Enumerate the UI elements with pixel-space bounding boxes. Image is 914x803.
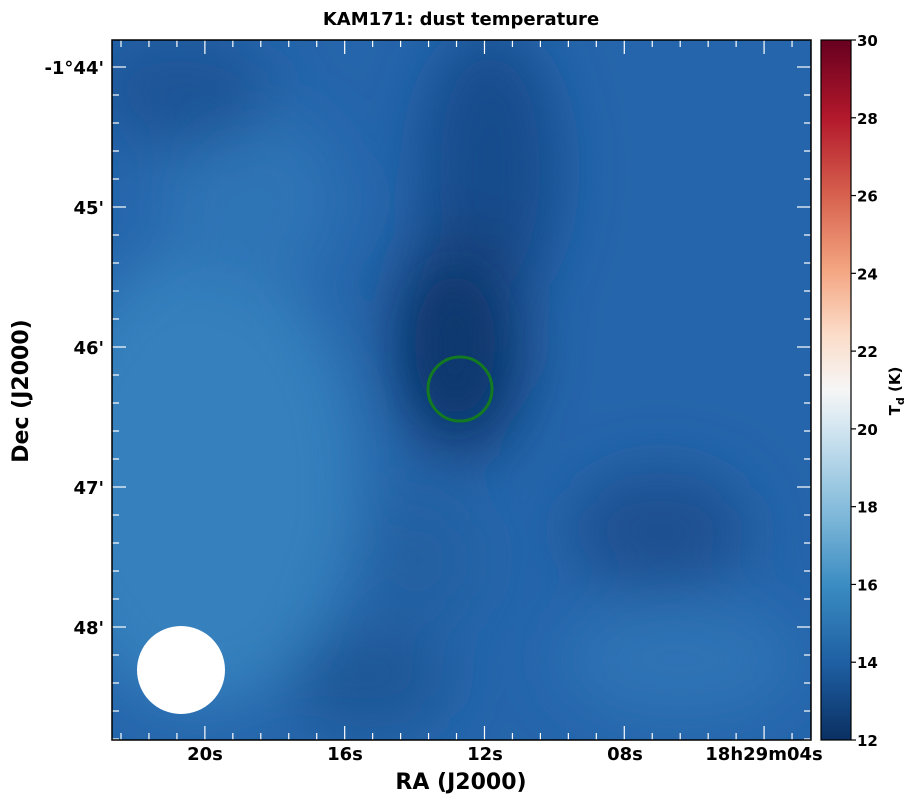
x-tick-label: 18h29m04s [705,744,822,765]
y-tick-label: 45' [73,198,104,219]
y-tick-label: 47' [73,478,104,499]
y-tick-label: 46' [73,338,104,359]
plot-frame [111,39,812,741]
temperature-core [415,275,495,415]
colorbar-tick-label: 28 [857,110,878,128]
colorbar-tick-label: 18 [857,499,878,517]
colorbar-tick-label: 22 [857,343,878,361]
x-tick-label: 12s [467,744,503,765]
colorbar [820,39,852,741]
axis-ticks [112,40,811,740]
chart-title: KAM171: dust temperature [323,9,599,30]
y-tick-label: 48' [73,618,104,639]
colorbar-label-main: T [886,404,904,415]
beam-circle [137,626,225,714]
temperature-structure [112,40,800,730]
source-marker-circle [426,355,494,423]
colorbar-label: Td (K) [886,367,907,416]
x-tick-label: 20s [187,744,223,765]
y-axis-label: Dec (J2000) [9,319,34,462]
x-axis-label: RA (J2000) [395,770,526,795]
colorbar-tick-label: 30 [857,32,878,50]
colorbar-tick-label: 14 [857,654,878,672]
colorbar-tick-label: 16 [857,576,878,594]
x-tick-label: 08s [607,744,643,765]
colorbar-tick-label: 24 [857,265,878,283]
colorbar-tick-label: 26 [857,188,878,206]
colorbar-label-unit: (K) [886,367,904,398]
heatmap-field [112,40,811,740]
colorbar-ticks: 12 14 16 18 20 22 24 26 28 30 [851,32,878,750]
colorbar-tick-label: 12 [857,732,878,750]
colorbar-label-sub: d [894,397,907,405]
y-tick-label: -1°44' [44,58,104,79]
colorbar-tick-label: 20 [857,421,878,439]
x-tick-label: 16s [327,744,363,765]
